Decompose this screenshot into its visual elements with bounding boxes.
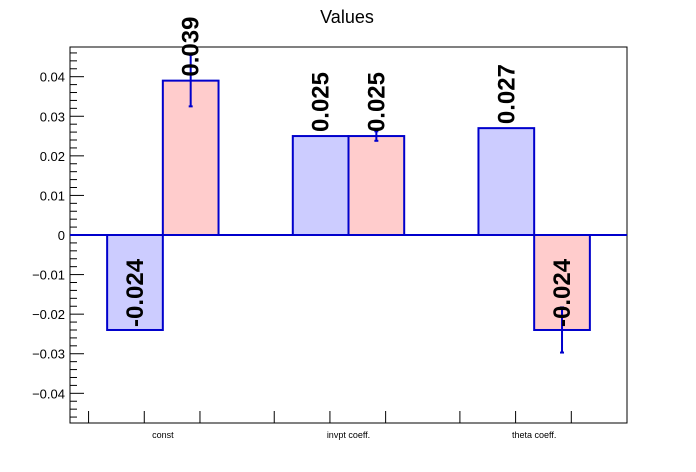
x-category-label: const bbox=[152, 430, 174, 440]
y-tick-label: −0.03 bbox=[32, 347, 65, 362]
y-tick-label: −0.02 bbox=[32, 307, 65, 322]
bar bbox=[347, 135, 406, 236]
y-tick-label: 0.03 bbox=[40, 109, 65, 124]
y-tick-label: 0.02 bbox=[40, 149, 65, 164]
data-label: 0.039 bbox=[178, 17, 205, 77]
y-tick-label: 0 bbox=[58, 228, 65, 243]
chart-title: Values bbox=[320, 7, 374, 27]
plot-area: −0.04 −0.03 −0.02 −0.01 0 0.01 0.02 0.03 0.04 con… bbox=[32, 17, 628, 440]
y-tick-label: −0.04 bbox=[32, 386, 65, 401]
x-category-label: theta coeff. bbox=[512, 430, 556, 440]
data-label: 0.027 bbox=[493, 64, 520, 124]
y-tick-label: 0.04 bbox=[40, 70, 65, 85]
data-label: -0.024 bbox=[549, 258, 576, 327]
bar bbox=[106, 234, 164, 331]
y-tick-label: 0.01 bbox=[40, 188, 65, 203]
y-tick-label: −0.01 bbox=[32, 268, 65, 283]
x-category-label: invpt coeff. bbox=[327, 430, 370, 440]
data-label: 0.025 bbox=[363, 72, 390, 132]
data-label: 0.025 bbox=[308, 72, 335, 132]
bar bbox=[291, 135, 350, 236]
bar bbox=[477, 127, 536, 236]
data-label: -0.024 bbox=[122, 258, 149, 327]
